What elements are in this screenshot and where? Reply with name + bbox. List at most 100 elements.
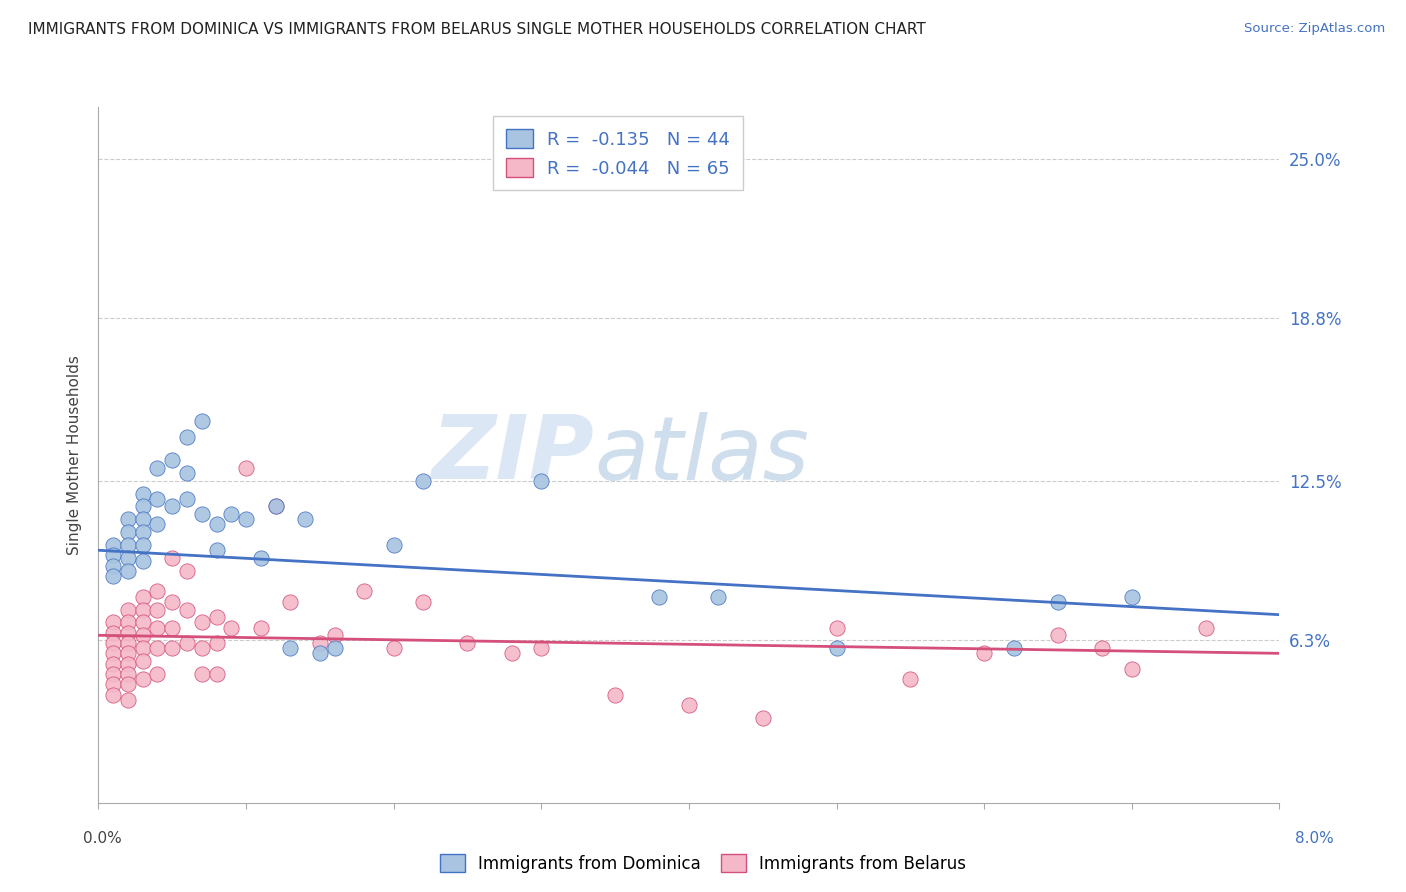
Point [117,677,139,691]
Point [103,636,125,650]
Point [1046,595,1069,609]
Point [501,646,523,660]
Point [176,564,198,578]
Point [132,602,155,616]
Point [117,692,139,706]
Point [205,543,228,558]
Text: Source: ZipAtlas.com: Source: ZipAtlas.com [1244,22,1385,36]
Point [146,602,169,616]
Point [146,584,169,599]
Point [162,453,183,467]
Point [323,641,346,656]
Point [103,677,125,691]
Point [235,460,257,475]
Point [162,595,183,609]
Point [103,667,125,681]
Point [1194,621,1216,635]
Point [162,551,183,566]
Point [117,625,139,640]
Point [132,654,155,668]
Point [191,615,214,630]
Point [205,636,228,650]
Point [530,641,553,656]
Point [117,602,139,616]
Point [278,641,302,656]
Point [323,628,346,642]
Point [117,525,139,540]
Point [103,558,125,573]
Point [605,688,627,702]
Point [973,646,995,660]
Point [530,474,553,488]
Point [132,512,155,526]
Point [235,512,257,526]
Point [412,595,434,609]
Point [1091,641,1114,656]
Point [103,569,125,583]
Point [103,615,125,630]
Text: 0.0%: 0.0% [83,831,122,846]
Point [146,517,169,532]
Point [132,628,155,642]
Point [117,667,139,681]
Point [308,646,332,660]
Point [412,474,434,488]
Point [162,641,183,656]
Point [205,517,228,532]
Point [176,430,198,444]
Point [250,551,273,566]
Point [117,551,139,566]
Point [132,672,155,686]
Point [103,538,125,552]
Text: IMMIGRANTS FROM DOMINICA VS IMMIGRANTS FROM BELARUS SINGLE MOTHER HOUSEHOLDS COR: IMMIGRANTS FROM DOMINICA VS IMMIGRANTS F… [28,22,927,37]
Point [117,512,139,526]
Point [648,590,671,604]
Point [117,657,139,671]
Point [103,657,125,671]
Point [103,625,125,640]
Point [132,590,155,604]
Point [382,538,405,552]
Point [825,641,848,656]
Y-axis label: Single Mother Households: Single Mother Households [67,355,83,555]
Point [146,641,169,656]
Point [117,564,139,578]
Point [146,491,169,506]
Point [1046,628,1069,642]
Point [900,672,922,686]
Point [132,525,155,540]
Point [191,414,214,428]
Point [132,553,155,567]
Text: 8.0%: 8.0% [1295,831,1334,846]
Point [205,610,228,624]
Point [353,584,375,599]
Point [132,538,155,552]
Point [294,512,316,526]
Point [278,595,302,609]
Point [825,621,848,635]
Point [1121,662,1143,676]
Point [456,636,478,650]
Point [308,636,332,650]
Legend: Immigrants from Dominica, Immigrants from Belarus: Immigrants from Dominica, Immigrants fro… [433,847,973,880]
Point [146,621,169,635]
Text: atlas: atlas [595,412,810,498]
Point [132,615,155,630]
Point [264,500,287,514]
Point [250,621,273,635]
Point [162,500,183,514]
Point [219,507,242,521]
Point [1121,590,1143,604]
Point [146,460,169,475]
Point [132,486,155,500]
Point [191,641,214,656]
Point [117,538,139,552]
Point [132,500,155,514]
Point [176,466,198,480]
Point [264,500,287,514]
Point [117,615,139,630]
Point [103,549,125,563]
Point [219,621,242,635]
Text: ZIP: ZIP [432,411,595,499]
Point [191,507,214,521]
